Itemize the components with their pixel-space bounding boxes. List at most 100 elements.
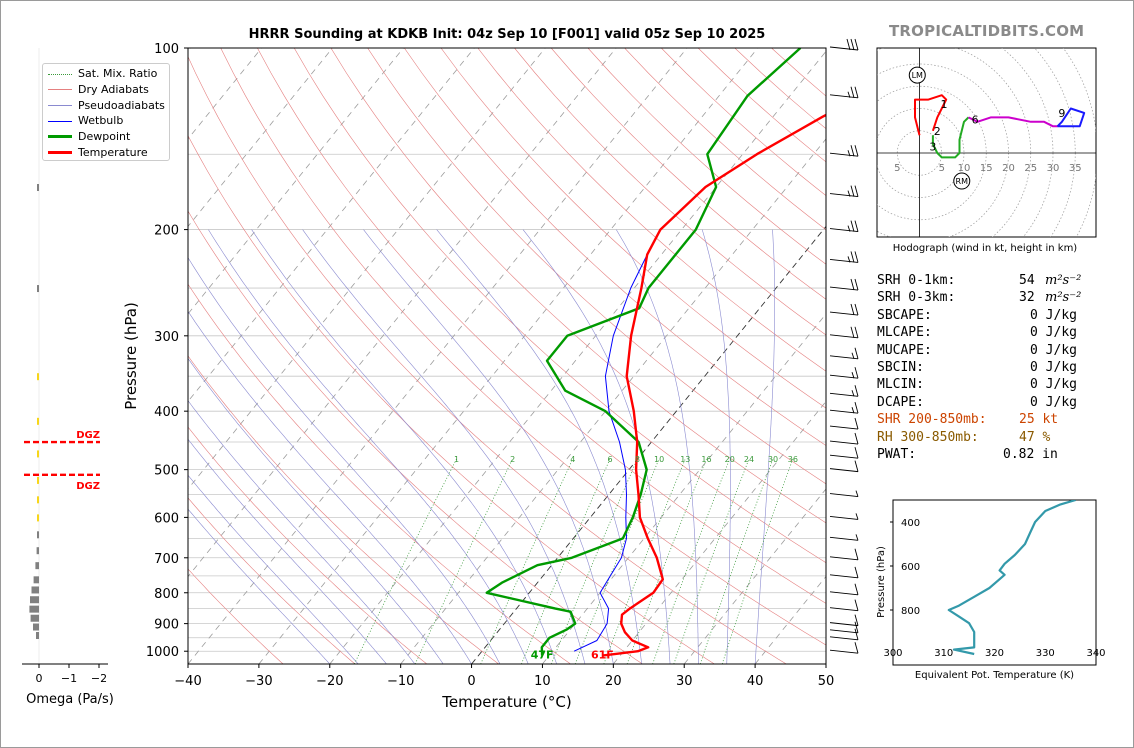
x-tick-label: −40 xyxy=(174,674,201,689)
wind-barb-staff xyxy=(829,392,859,397)
param-row-sbcin: SBCIN: 0 J/kg xyxy=(877,359,1077,376)
wind-barb xyxy=(829,347,859,360)
y-tick-label: 900 xyxy=(154,618,179,633)
legend-swatch xyxy=(48,150,72,154)
dry-adiabat-line xyxy=(257,48,826,604)
pseudoadiabat-line xyxy=(188,357,444,664)
wind-barb-staff xyxy=(829,629,859,634)
param-value: 25 kt xyxy=(1019,412,1059,428)
wind-barb-flag xyxy=(854,86,859,98)
legend-label: Dewpoint xyxy=(78,130,131,144)
legend-label: Temperature xyxy=(78,145,148,159)
hodograph-caption: Hodograph (wind in kt, height in km) xyxy=(893,243,1078,254)
wind-barb-flag xyxy=(850,185,855,197)
wind-barb-staff xyxy=(829,374,859,379)
dgz-label: DGZ xyxy=(76,481,100,492)
param-value: 0.82 in xyxy=(1003,446,1058,462)
dry-adiabat-line xyxy=(188,426,428,664)
param-value: 0 J/kg xyxy=(1030,359,1077,375)
omega-bar xyxy=(35,562,39,570)
mixing-ratio-line xyxy=(652,458,731,664)
pseudoadiabat-line xyxy=(754,229,776,664)
wind-barb-flag xyxy=(854,566,859,578)
hodograph-trace-green xyxy=(931,116,970,159)
param-value: 54 xyxy=(1019,273,1035,288)
legend-label: Sat. Mix. Ratio xyxy=(78,67,158,80)
wind-barb xyxy=(829,534,859,541)
theta-e-x-tick-label: 320 xyxy=(985,648,1004,659)
wind-barb-flag xyxy=(850,86,855,98)
wind-barb xyxy=(829,548,859,561)
mixing-ratio-label: 1 xyxy=(454,455,459,464)
wind-barb-staff xyxy=(829,454,859,459)
legend-swatch xyxy=(48,105,72,107)
x-axis-label: Temperature (°C) xyxy=(441,693,571,711)
hodograph-ring-label: 5 xyxy=(894,163,900,174)
theta-e-panel: 300 310 320 330 340 400 600 800 Equivalent Pot. … xyxy=(876,499,1106,681)
x-tick-label: −10 xyxy=(387,674,414,689)
mixing-ratio-label: 20 xyxy=(725,455,735,464)
omega-bar xyxy=(33,576,39,584)
legend-item-temperature: Temperature xyxy=(43,145,169,161)
isotherm-line xyxy=(683,488,826,664)
wind-barb xyxy=(829,447,859,459)
wind-barb-staff xyxy=(829,193,859,198)
hodograph-trace-red xyxy=(914,94,948,136)
param-value: 0 J/kg xyxy=(1030,307,1077,323)
omega-bar xyxy=(29,605,39,613)
y-tick-label: 500 xyxy=(154,464,179,479)
wind-barb-flag xyxy=(854,628,859,640)
isotherm-line xyxy=(542,313,826,664)
mixing-ratio-line xyxy=(353,458,457,664)
wind-barb-staff xyxy=(829,493,859,498)
param-value: 0 J/kg xyxy=(1030,394,1077,410)
theta-e-y-tick-label: 400 xyxy=(901,518,920,529)
wind-barb xyxy=(829,278,859,291)
dry-adiabat-line xyxy=(188,283,571,664)
legend-swatch xyxy=(48,120,72,122)
param-label: SRH 0-1km: xyxy=(877,273,956,288)
theta-e-y-tick-label: 600 xyxy=(901,562,920,573)
dry-adiabat-line xyxy=(188,497,356,664)
pseudoadiabat-line xyxy=(188,400,416,664)
dewpoint-profile-line xyxy=(485,48,802,656)
wind-barb-flag xyxy=(854,460,859,472)
pseudoadiabat-line xyxy=(363,229,614,664)
wind-barb-half xyxy=(851,352,855,359)
x-tick-label: 50 xyxy=(818,674,835,689)
legend-item-wetbulb: Wetbulb xyxy=(43,113,169,129)
theta-e-x-axis-label: Equivalent Pot. Temperature (K) xyxy=(915,670,1074,681)
omega-bar xyxy=(37,514,39,522)
hodograph-ring-label: 30 xyxy=(1047,163,1060,174)
omega-bar xyxy=(36,632,39,640)
param-unit: m²s⁻² xyxy=(1045,273,1082,288)
dry-adiabat-line xyxy=(477,48,826,372)
pseudoadiabat-line xyxy=(701,229,731,664)
hodograph-height-label: 1 xyxy=(940,98,947,111)
param-value: 0 J/kg xyxy=(1030,342,1077,358)
mixing-ratio-label: 16 xyxy=(701,455,711,464)
x-tick-label: −30 xyxy=(245,674,272,689)
legend-swatch xyxy=(48,73,72,75)
param-value: 47 % xyxy=(1019,429,1051,445)
pseudoadiabat-line xyxy=(302,229,586,664)
mixing-ratio-line xyxy=(721,458,794,664)
wind-barb-flag xyxy=(854,599,859,611)
omega-bar xyxy=(37,531,39,539)
wind-barb-flag xyxy=(850,38,855,51)
legend-item-dewpoint: Dewpoint xyxy=(43,129,169,145)
param-value: 32 xyxy=(1019,290,1035,306)
omega-bar xyxy=(37,450,39,458)
wind-barb-staff xyxy=(829,440,859,445)
wind-barb-staff xyxy=(829,286,859,291)
wind-barbs xyxy=(829,38,859,654)
legend-label: Pseudoadiabats xyxy=(78,98,165,112)
isotherm-line xyxy=(188,48,617,578)
legend-item-pseudoadiabats: Pseudoadiabats xyxy=(43,98,169,114)
theta-e-x-tick-label: 300 xyxy=(883,648,902,659)
wind-barb-staff xyxy=(829,574,859,579)
y-tick-label: 400 xyxy=(154,405,179,420)
omega-bar xyxy=(37,496,39,504)
wind-barb-flag xyxy=(854,642,859,654)
